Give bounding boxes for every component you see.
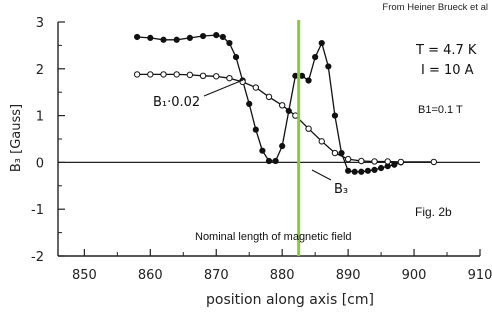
y-axis-label: B₃ [Gauss]	[9, 104, 24, 172]
data-point	[173, 36, 180, 43]
data-point	[232, 54, 240, 61]
series-b1	[133, 71, 438, 166]
data-point	[305, 125, 312, 132]
data-point	[305, 77, 312, 84]
x-tick-label: 900	[402, 268, 427, 283]
y-tick-label: 1	[36, 110, 44, 125]
data-point	[278, 102, 286, 109]
x-tick-label: 880	[270, 268, 295, 283]
data-point	[160, 36, 167, 43]
data-point	[371, 166, 378, 173]
data-point	[318, 138, 325, 145]
data-point	[186, 71, 194, 79]
data-point	[133, 71, 141, 78]
data-point	[364, 167, 372, 174]
data-point	[351, 168, 358, 175]
y-tick-label: -1	[31, 203, 44, 218]
data-point	[312, 54, 319, 61]
x-tick-label: 870	[204, 268, 229, 283]
data-point	[147, 71, 154, 78]
y-tick-label: 0	[36, 156, 44, 171]
data-point	[134, 33, 141, 41]
figure-label: Fig. 2b	[415, 205, 452, 219]
data-point	[371, 158, 378, 165]
annotation-layer: T = 4.7 K I = 10 A B1=0.1 T Fig. 2b Nomi…	[195, 43, 477, 243]
data-point	[265, 157, 273, 165]
data-point	[219, 33, 226, 41]
data-point	[377, 164, 385, 172]
data-point	[252, 84, 260, 91]
x-tick-label: 850	[72, 268, 97, 283]
data-point	[331, 149, 339, 157]
data-point	[331, 112, 339, 119]
series-line	[137, 73, 434, 163]
data-point	[213, 73, 220, 80]
data-point	[199, 72, 207, 80]
series-label-b3: B₃	[334, 182, 348, 197]
x-tick-label: 860	[138, 268, 163, 283]
data-point	[272, 157, 279, 165]
y-tick-label: 3	[36, 16, 44, 31]
data-point	[358, 157, 365, 165]
x-tick-label: 910	[468, 268, 492, 283]
data-point	[325, 63, 332, 70]
param-current: I = 10 A	[421, 63, 474, 78]
leader-line-b1	[203, 79, 244, 97]
b1-note: B1=0.1 T	[418, 104, 463, 116]
y-tick-label: -2	[31, 250, 44, 265]
data-point	[160, 71, 167, 78]
source-credit: From Heiner Brueck et al	[382, 2, 488, 13]
data-point	[430, 158, 438, 166]
data-point	[213, 32, 220, 39]
x-tick-label: 890	[336, 268, 361, 283]
data-point	[279, 142, 286, 150]
data-point	[147, 34, 154, 42]
data-point	[345, 167, 352, 174]
data-point	[173, 71, 180, 78]
series-label-b1: B₁·0.02	[153, 95, 200, 110]
nominal-length-label: Nominal length of magnetic field	[195, 231, 352, 243]
data-point	[391, 161, 398, 168]
data-point	[344, 155, 352, 163]
data-point	[318, 39, 325, 47]
series-layer: B₃ B₁·0.02	[133, 20, 438, 256]
data-point	[226, 74, 233, 82]
data-point	[199, 32, 207, 40]
y-tick-label: 2	[36, 63, 44, 78]
x-axis-label: position along axis [cm]	[206, 292, 374, 308]
data-point	[226, 39, 233, 47]
data-point	[186, 34, 193, 42]
data-point	[397, 158, 405, 166]
data-point	[358, 168, 365, 175]
ticks: -2 -1 0 1 2 3 850 860 870 880 890 900 910	[31, 16, 492, 283]
leader-line-b3	[311, 169, 332, 181]
data-point	[259, 147, 266, 154]
param-temperature: T = 4.7 K	[415, 43, 477, 58]
data-point	[265, 93, 273, 101]
data-point	[252, 126, 259, 133]
data-point	[246, 100, 253, 108]
data-point	[384, 158, 391, 165]
